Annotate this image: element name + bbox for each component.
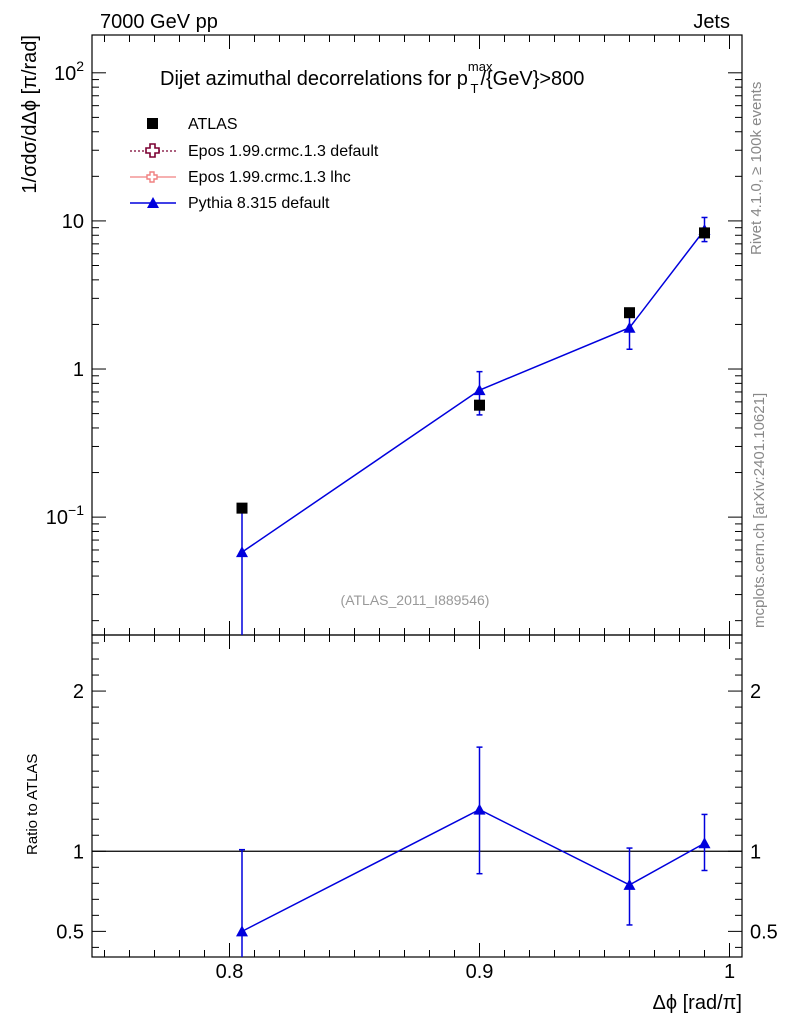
legend-pythia-marker <box>147 197 159 208</box>
atlas-data-point <box>624 307 635 319</box>
ratio-y-axis-label: Ratio to ATLAS <box>24 754 41 855</box>
ratio-marker <box>473 803 486 815</box>
pythia-marker <box>236 546 248 558</box>
analysis-id-label: (ATLAS_2011_I889546) <box>341 592 490 608</box>
ratio-marker <box>236 925 248 937</box>
legend-epos-default-marker <box>145 143 160 158</box>
chart-title-main: Dijet azimuthal decorrelations for p <box>160 68 468 90</box>
chart-title: Dijet azimuthal decorrelations for pmax T… <box>160 59 584 96</box>
atlas-data-point <box>474 399 485 411</box>
legend-epos-lhc-label: Epos 1.99.crmc.1.3 lhc <box>188 169 351 186</box>
legend-atlas-marker <box>147 118 158 129</box>
y-tick-label: 102 <box>54 58 84 85</box>
legend-epos-lhc-marker <box>146 171 158 183</box>
y-axis-label: 1/σdσ/dΔϕ [π/rad] <box>19 35 41 194</box>
pythia-marker <box>623 321 636 333</box>
legend-atlas-label: ATLAS <box>188 116 238 133</box>
legend-pythia-label: Pythia 8.315 default <box>188 195 330 212</box>
ratio-series-line <box>241 808 705 933</box>
y-tick-label: 10−1 <box>46 502 84 529</box>
rivet-version-label: Rivet 4.1.0, ≥ 100k events <box>748 82 765 255</box>
x-tick-label: 1 <box>724 961 735 983</box>
atlas-data-point <box>699 227 710 239</box>
atlas-data-point <box>236 502 248 514</box>
ratio-tick-label: 0.5 <box>56 921 84 943</box>
chart-title-tail: /{GeV}>800 <box>480 68 584 90</box>
y-tick-label: 1 <box>73 359 84 381</box>
legend-epos-default-label: Epos 1.99.crmc.1.3 default <box>188 143 379 160</box>
legend: ATLAS Epos 1.99.crmc.1.3 default Epos 1.… <box>130 116 379 212</box>
ratio-tick-label-right: 2 <box>750 681 761 703</box>
ratio-tick-label-right: 1 <box>750 841 761 863</box>
y-tick-label: 10 <box>62 211 84 233</box>
ratio-tick-label: 1 <box>73 841 84 863</box>
header-energy-label: 7000 GeV pp <box>100 11 218 33</box>
x-tick-label: 0.9 <box>466 961 494 983</box>
header-process-label: Jets <box>693 11 730 33</box>
x-axis-label: Δϕ [rad/π] <box>653 992 743 1014</box>
ratio-marker <box>698 837 711 849</box>
mcplots-reference-label: mcplots.cern.ch [arXiv:2401.10621] <box>751 393 768 628</box>
x-tick-label: 0.8 <box>216 961 244 983</box>
chart-title-sub: T <box>470 81 478 96</box>
pythia-marker <box>473 384 486 396</box>
ratio-plot-frame <box>91 634 743 958</box>
ratio-tick-label: 2 <box>73 681 84 703</box>
ratio-marker <box>623 878 636 890</box>
pythia-series-line <box>241 229 706 553</box>
chart-title-sup: max <box>468 59 493 74</box>
ratio-tick-label-right: 0.5 <box>750 921 778 943</box>
